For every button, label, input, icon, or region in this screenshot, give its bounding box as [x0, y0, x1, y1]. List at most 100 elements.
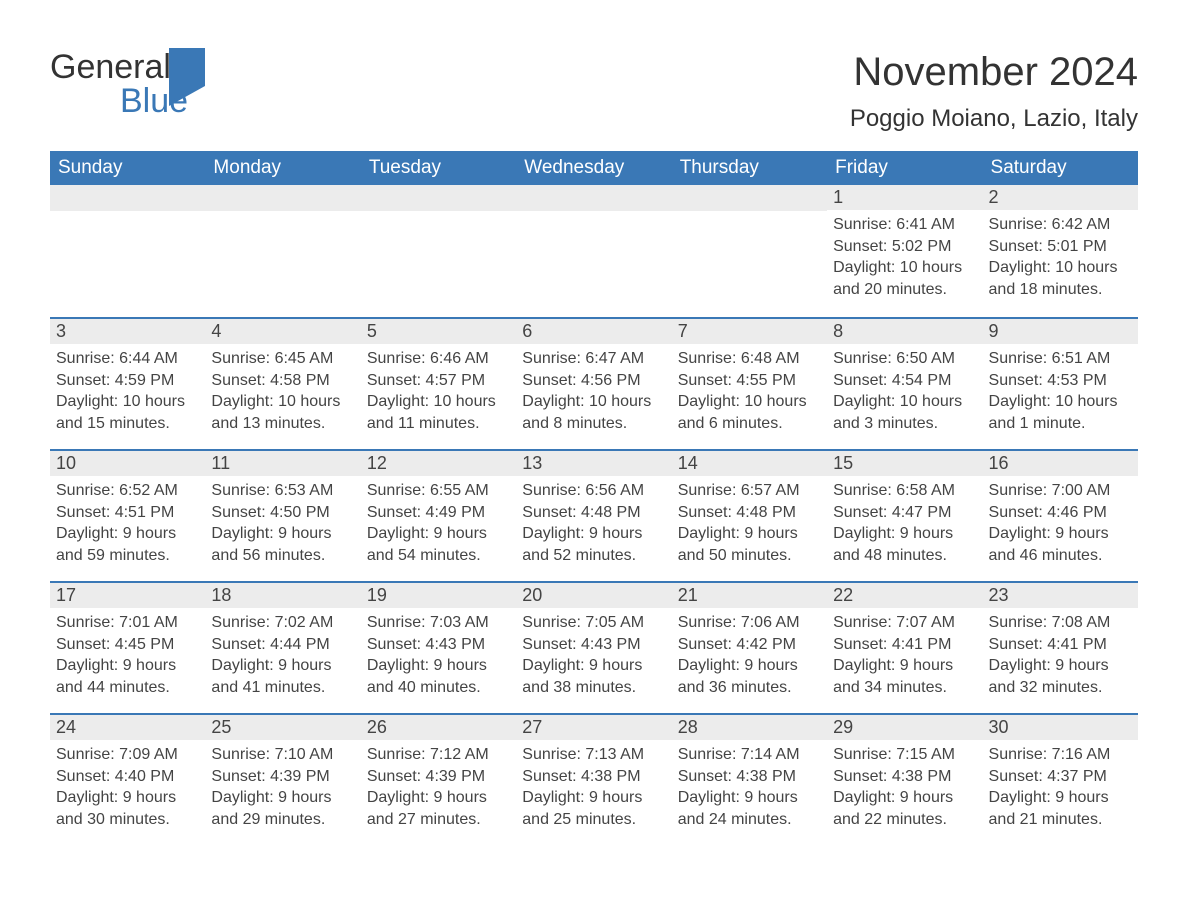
calendar-cell: 29Sunrise: 7:15 AMSunset: 4:38 PMDayligh… [827, 713, 982, 845]
daylight-line: and 27 minutes. [367, 809, 510, 831]
weekday-header: Sunday [50, 151, 205, 185]
day-details: Sunrise: 6:47 AMSunset: 4:56 PMDaylight:… [516, 344, 671, 442]
day-details: Sunrise: 7:15 AMSunset: 4:38 PMDaylight:… [827, 740, 982, 838]
day-number: 7 [672, 317, 827, 344]
sunrise-line: Sunrise: 7:00 AM [989, 480, 1132, 502]
day-number: 11 [205, 449, 360, 476]
daylight-line: and 48 minutes. [833, 545, 976, 567]
day-number: 22 [827, 581, 982, 608]
daylight-line: and 38 minutes. [522, 677, 665, 699]
calendar-cell: 28Sunrise: 7:14 AMSunset: 4:38 PMDayligh… [672, 713, 827, 845]
day-details: Sunrise: 7:00 AMSunset: 4:46 PMDaylight:… [983, 476, 1138, 574]
calendar-cell: 19Sunrise: 7:03 AMSunset: 4:43 PMDayligh… [361, 581, 516, 713]
calendar-cell: 30Sunrise: 7:16 AMSunset: 4:37 PMDayligh… [983, 713, 1138, 845]
sunrise-line: Sunrise: 7:12 AM [367, 744, 510, 766]
sunset-line: Sunset: 4:40 PM [56, 766, 199, 788]
daylight-line: Daylight: 9 hours [522, 523, 665, 545]
day-details: Sunrise: 7:09 AMSunset: 4:40 PMDaylight:… [50, 740, 205, 838]
calendar-week-row: 17Sunrise: 7:01 AMSunset: 4:45 PMDayligh… [50, 581, 1138, 713]
sunset-line: Sunset: 4:38 PM [522, 766, 665, 788]
day-details: Sunrise: 7:06 AMSunset: 4:42 PMDaylight:… [672, 608, 827, 706]
daylight-line: and 54 minutes. [367, 545, 510, 567]
day-number: 10 [50, 449, 205, 476]
day-number: 1 [827, 185, 982, 210]
sunrise-line: Sunrise: 6:41 AM [833, 214, 976, 236]
logo: General Blue [50, 50, 205, 118]
daylight-line: and 36 minutes. [678, 677, 821, 699]
daylight-line: and 18 minutes. [989, 279, 1132, 301]
calendar-cell: 7Sunrise: 6:48 AMSunset: 4:55 PMDaylight… [672, 317, 827, 449]
day-details: Sunrise: 7:07 AMSunset: 4:41 PMDaylight:… [827, 608, 982, 706]
day-details: Sunrise: 7:13 AMSunset: 4:38 PMDaylight:… [516, 740, 671, 838]
calendar-cell: 4Sunrise: 6:45 AMSunset: 4:58 PMDaylight… [205, 317, 360, 449]
sunrise-line: Sunrise: 7:03 AM [367, 612, 510, 634]
calendar-cell: 14Sunrise: 6:57 AMSunset: 4:48 PMDayligh… [672, 449, 827, 581]
sunrise-line: Sunrise: 6:44 AM [56, 348, 199, 370]
page-header: General Blue November 2024 Poggio Moiano… [50, 50, 1138, 133]
sunset-line: Sunset: 4:43 PM [367, 634, 510, 656]
daylight-line: Daylight: 10 hours [833, 391, 976, 413]
sunset-line: Sunset: 4:46 PM [989, 502, 1132, 524]
day-details: Sunrise: 6:44 AMSunset: 4:59 PMDaylight:… [50, 344, 205, 442]
sunrise-line: Sunrise: 6:47 AM [522, 348, 665, 370]
calendar-cell: 17Sunrise: 7:01 AMSunset: 4:45 PMDayligh… [50, 581, 205, 713]
month-title: November 2024 [850, 50, 1138, 95]
calendar-week-row: 3Sunrise: 6:44 AMSunset: 4:59 PMDaylight… [50, 317, 1138, 449]
day-details: Sunrise: 6:45 AMSunset: 4:58 PMDaylight:… [205, 344, 360, 442]
daylight-line: and 46 minutes. [989, 545, 1132, 567]
daylight-line: and 11 minutes. [367, 413, 510, 435]
day-details: Sunrise: 6:58 AMSunset: 4:47 PMDaylight:… [827, 476, 982, 574]
day-number: 26 [361, 713, 516, 740]
daylight-line: and 41 minutes. [211, 677, 354, 699]
daylight-line: Daylight: 10 hours [522, 391, 665, 413]
daylight-line: and 6 minutes. [678, 413, 821, 435]
day-number: 20 [516, 581, 671, 608]
sunset-line: Sunset: 4:37 PM [989, 766, 1132, 788]
daylight-line: Daylight: 9 hours [56, 655, 199, 677]
sunset-line: Sunset: 5:02 PM [833, 236, 976, 258]
sunset-line: Sunset: 4:55 PM [678, 370, 821, 392]
daylight-line: and 50 minutes. [678, 545, 821, 567]
daylight-line: Daylight: 9 hours [833, 655, 976, 677]
calendar-week-row: 1Sunrise: 6:41 AMSunset: 5:02 PMDaylight… [50, 185, 1138, 317]
sunrise-line: Sunrise: 6:52 AM [56, 480, 199, 502]
sunset-line: Sunset: 4:53 PM [989, 370, 1132, 392]
sunset-line: Sunset: 4:45 PM [56, 634, 199, 656]
calendar-cell [50, 185, 205, 317]
sunset-line: Sunset: 4:47 PM [833, 502, 976, 524]
calendar-cell: 11Sunrise: 6:53 AMSunset: 4:50 PMDayligh… [205, 449, 360, 581]
day-details: Sunrise: 6:56 AMSunset: 4:48 PMDaylight:… [516, 476, 671, 574]
daylight-line: and 56 minutes. [211, 545, 354, 567]
day-number [50, 185, 205, 211]
calendar-cell: 3Sunrise: 6:44 AMSunset: 4:59 PMDaylight… [50, 317, 205, 449]
sunrise-line: Sunrise: 6:58 AM [833, 480, 976, 502]
sunrise-line: Sunrise: 6:48 AM [678, 348, 821, 370]
daylight-line: and 29 minutes. [211, 809, 354, 831]
sunrise-line: Sunrise: 6:50 AM [833, 348, 976, 370]
daylight-line: and 40 minutes. [367, 677, 510, 699]
calendar-week-row: 24Sunrise: 7:09 AMSunset: 4:40 PMDayligh… [50, 713, 1138, 845]
calendar-cell: 12Sunrise: 6:55 AMSunset: 4:49 PMDayligh… [361, 449, 516, 581]
day-details: Sunrise: 6:41 AMSunset: 5:02 PMDaylight:… [827, 210, 982, 308]
day-number: 3 [50, 317, 205, 344]
weekday-header: Thursday [672, 151, 827, 185]
sunset-line: Sunset: 4:38 PM [833, 766, 976, 788]
daylight-line: Daylight: 10 hours [211, 391, 354, 413]
day-number: 12 [361, 449, 516, 476]
day-number: 29 [827, 713, 982, 740]
daylight-line: and 52 minutes. [522, 545, 665, 567]
calendar-cell: 8Sunrise: 6:50 AMSunset: 4:54 PMDaylight… [827, 317, 982, 449]
sunset-line: Sunset: 4:41 PM [989, 634, 1132, 656]
calendar-body: 1Sunrise: 6:41 AMSunset: 5:02 PMDaylight… [50, 185, 1138, 845]
day-number: 2 [983, 185, 1138, 210]
weekday-header: Tuesday [361, 151, 516, 185]
day-number: 25 [205, 713, 360, 740]
daylight-line: and 21 minutes. [989, 809, 1132, 831]
day-number: 6 [516, 317, 671, 344]
day-details: Sunrise: 6:53 AMSunset: 4:50 PMDaylight:… [205, 476, 360, 574]
day-number: 4 [205, 317, 360, 344]
calendar-week-row: 10Sunrise: 6:52 AMSunset: 4:51 PMDayligh… [50, 449, 1138, 581]
calendar-header-row: Sunday Monday Tuesday Wednesday Thursday… [50, 151, 1138, 185]
daylight-line: Daylight: 9 hours [367, 787, 510, 809]
daylight-line: Daylight: 9 hours [989, 655, 1132, 677]
